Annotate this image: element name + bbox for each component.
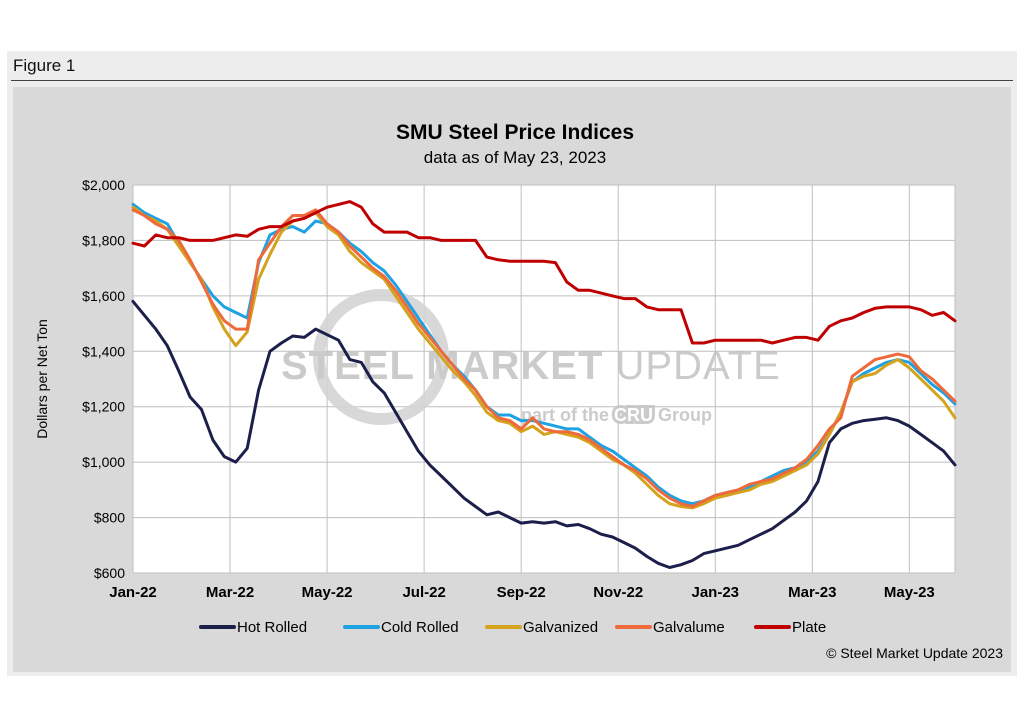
- copyright-note: © Steel Market Update 2023: [826, 645, 1003, 661]
- y-tick-label: $1,200: [82, 399, 125, 415]
- y-tick-label: $800: [94, 510, 125, 526]
- watermark-sub: part of the CRU Group: [521, 405, 712, 425]
- x-tick-label: Mar-22: [206, 584, 254, 601]
- x-tick-label: Jan-22: [109, 584, 157, 601]
- chart-subtitle: data as of May 23, 2023: [424, 148, 606, 167]
- x-tick-label: Jul-22: [402, 584, 445, 601]
- y-tick-label: $1,800: [82, 232, 125, 248]
- figure-label: Figure 1: [13, 56, 76, 75]
- y-axis-label: Dollars per Net Ton: [34, 319, 50, 439]
- chart-title: SMU Steel Price Indices: [396, 121, 634, 144]
- y-tick-label: $2,000: [82, 177, 125, 193]
- plot-area: [133, 185, 955, 573]
- y-tick-label: $1,600: [82, 288, 125, 304]
- x-tick-label: Nov-22: [593, 584, 643, 601]
- x-tick-label: Mar-23: [788, 584, 836, 601]
- series-line-hot-rolled: [131, 299, 957, 569]
- legend-label: Plate: [792, 619, 826, 636]
- chart-panel: SMU Steel Price Indices data as of May 2…: [13, 87, 1011, 672]
- series-lines: [131, 200, 957, 569]
- x-tick-label: May-22: [302, 584, 353, 601]
- y-tick-label: $600: [94, 565, 125, 581]
- y-tick-label: $1,400: [82, 343, 125, 359]
- legend-label: Cold Rolled: [381, 619, 459, 636]
- y-tick-label: $1,000: [82, 454, 125, 470]
- x-axis-ticks: Jan-22 Mar-22 May-22 Jul-22 Sep-22 Nov-22 Jan-…: [109, 584, 935, 601]
- x-tick-label: Jan-23: [691, 584, 739, 601]
- chart-svg: SMU Steel Price Indices data as of May 2…: [34, 121, 1003, 661]
- y-axis-ticks: $600 $800 $1,000 $1,200 $1,400 $1,600 $1,800 $2…: [82, 177, 125, 581]
- figure-frame: Figure 1 SMU Steel Price Indices data as…: [7, 51, 1017, 676]
- legend-label: Hot Rolled: [237, 619, 307, 636]
- legend: Hot Rolled Cold Rolled Galvanized Galvalume…: [199, 619, 826, 636]
- legend-label: Galvalume: [653, 619, 725, 636]
- series-line-plate: [131, 200, 957, 345]
- series-line-galvanized: [131, 205, 957, 510]
- legend-label: Galvanized: [523, 619, 598, 636]
- x-tick-label: May-23: [884, 584, 935, 601]
- x-tick-label: Sep-22: [497, 584, 546, 601]
- series-line-galvalume: [131, 208, 957, 508]
- figure-divider: [11, 80, 1013, 81]
- watermark-brand: STEEL MARKET UPDATE: [281, 344, 781, 388]
